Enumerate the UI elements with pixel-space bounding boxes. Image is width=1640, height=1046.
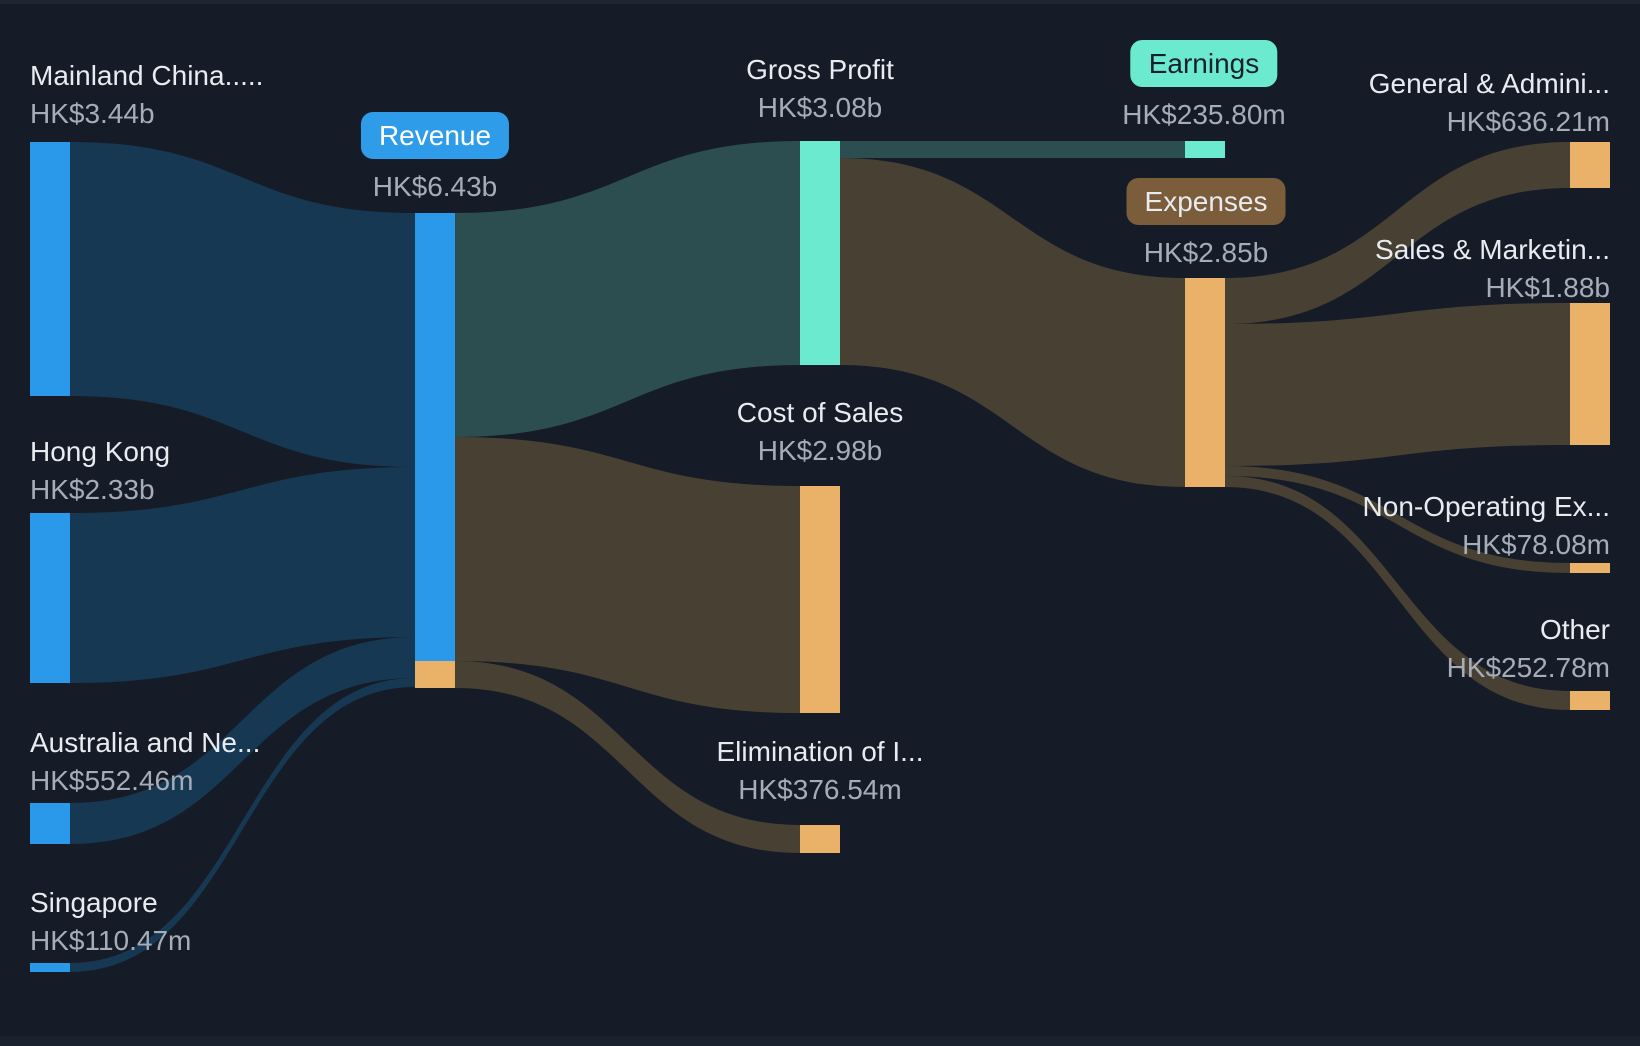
flow-singapore-to-revenue xyxy=(70,678,415,972)
node-title: Non-Operating Ex... xyxy=(1362,491,1610,522)
node-title: Hong Kong xyxy=(30,436,171,467)
node-title: Australia and Ne... xyxy=(30,727,261,758)
expenses-badge: Expenses xyxy=(1126,178,1286,225)
node-other[interactable] xyxy=(1570,691,1610,710)
node-singapore[interactable] xyxy=(30,963,70,972)
node-label-gross-profit: Gross Profit HK$3.08b xyxy=(746,52,894,126)
node-value: HK$2.33b xyxy=(30,474,155,505)
node-value: HK$252.78m xyxy=(1446,652,1610,683)
node-mainland-china[interactable] xyxy=(30,142,70,396)
node-title: Gross Profit xyxy=(746,54,894,85)
node-australia-nz[interactable] xyxy=(30,803,70,844)
node-label-singapore: Singapore HK$110.47m xyxy=(30,885,191,959)
node-cost-of-sales[interactable] xyxy=(800,486,840,713)
node-label-elimination: Elimination of I... HK$376.54m xyxy=(717,734,924,808)
node-title: Mainland China..... xyxy=(30,60,264,91)
node-earnings[interactable] xyxy=(1185,141,1225,158)
node-value: HK$552.46m xyxy=(30,765,194,796)
flow-revenue-to-elimination xyxy=(455,661,800,853)
flow-expenses-to-sales-marketing xyxy=(1225,303,1570,466)
node-general-admin[interactable] xyxy=(1570,142,1610,188)
node-revenue-elimination-segment[interactable] xyxy=(415,661,455,688)
node-label-non-operating: Non-Operating Ex... HK$78.08m xyxy=(1363,489,1610,563)
node-value: HK$3.44b xyxy=(30,98,155,129)
node-value: HK$3.08b xyxy=(757,92,883,123)
node-value: HK$376.54m xyxy=(738,774,902,805)
node-value: HK$2.85b xyxy=(1143,237,1269,268)
node-gross-profit[interactable] xyxy=(800,141,840,365)
node-expenses[interactable] xyxy=(1185,278,1225,487)
flow-australia-nz-to-revenue xyxy=(70,637,415,844)
node-label-revenue: Revenue HK$6.43b xyxy=(360,112,510,205)
node-value: HK$110.47m xyxy=(30,925,192,956)
earnings-badge: Earnings xyxy=(1130,40,1278,87)
flow-expenses-to-general-admin xyxy=(1225,142,1570,324)
node-title: Sales & Marketin... xyxy=(1375,234,1610,265)
node-label-hong-kong: Hong Kong HK$2.33b xyxy=(30,434,170,508)
node-value: HK$78.08m xyxy=(1462,529,1610,560)
top-edge xyxy=(0,0,1640,4)
node-revenue[interactable] xyxy=(415,213,455,661)
node-label-sales-marketing: Sales & Marketin... HK$1.88b xyxy=(1375,232,1610,306)
flow-mainland-china-to-revenue xyxy=(70,142,415,467)
node-elimination[interactable] xyxy=(800,825,840,853)
node-title: Singapore xyxy=(30,887,158,918)
node-value: HK$2.98b xyxy=(757,435,883,466)
node-value: HK$636.21m xyxy=(1446,106,1610,137)
node-sales-marketing[interactable] xyxy=(1570,303,1610,445)
node-non-operating[interactable] xyxy=(1570,563,1610,573)
node-value: HK$235.80m xyxy=(1122,99,1286,130)
node-label-australia-nz: Australia and Ne... HK$552.46m xyxy=(30,725,260,799)
node-title: Elimination of I... xyxy=(716,736,924,767)
revenue-badge: Revenue xyxy=(360,112,510,159)
node-title: Other xyxy=(1539,614,1610,645)
flow-expenses-to-other xyxy=(1225,476,1570,710)
node-label-expenses: Expenses HK$2.85b xyxy=(1126,178,1286,271)
flow-expenses-to-non-operating xyxy=(1225,466,1570,573)
flow-gross-profit-to-expenses xyxy=(840,158,1185,487)
node-value: HK$1.88b xyxy=(1485,272,1610,303)
node-label-general-admin: General & Admini... HK$636.21m xyxy=(1369,66,1610,140)
flow-hong-kong-to-revenue xyxy=(70,467,415,683)
node-title: General & Admini... xyxy=(1368,68,1610,99)
bottom-edge xyxy=(0,1036,1640,1046)
node-hong-kong[interactable] xyxy=(30,513,70,683)
node-label-mainland-china: Mainland China..... HK$3.44b xyxy=(30,58,263,132)
node-label-cost-of-sales: Cost of Sales HK$2.98b xyxy=(737,395,904,469)
node-label-other: Other HK$252.78m xyxy=(1447,612,1610,686)
flow-revenue-to-gross-profit xyxy=(455,141,800,437)
flow-revenue-to-cost-of-sales xyxy=(455,437,800,713)
node-label-earnings: Earnings HK$235.80m xyxy=(1122,40,1286,133)
node-title: Cost of Sales xyxy=(736,397,904,428)
flow-gross-profit-to-earnings xyxy=(840,141,1185,158)
node-value: HK$6.43b xyxy=(372,171,498,202)
